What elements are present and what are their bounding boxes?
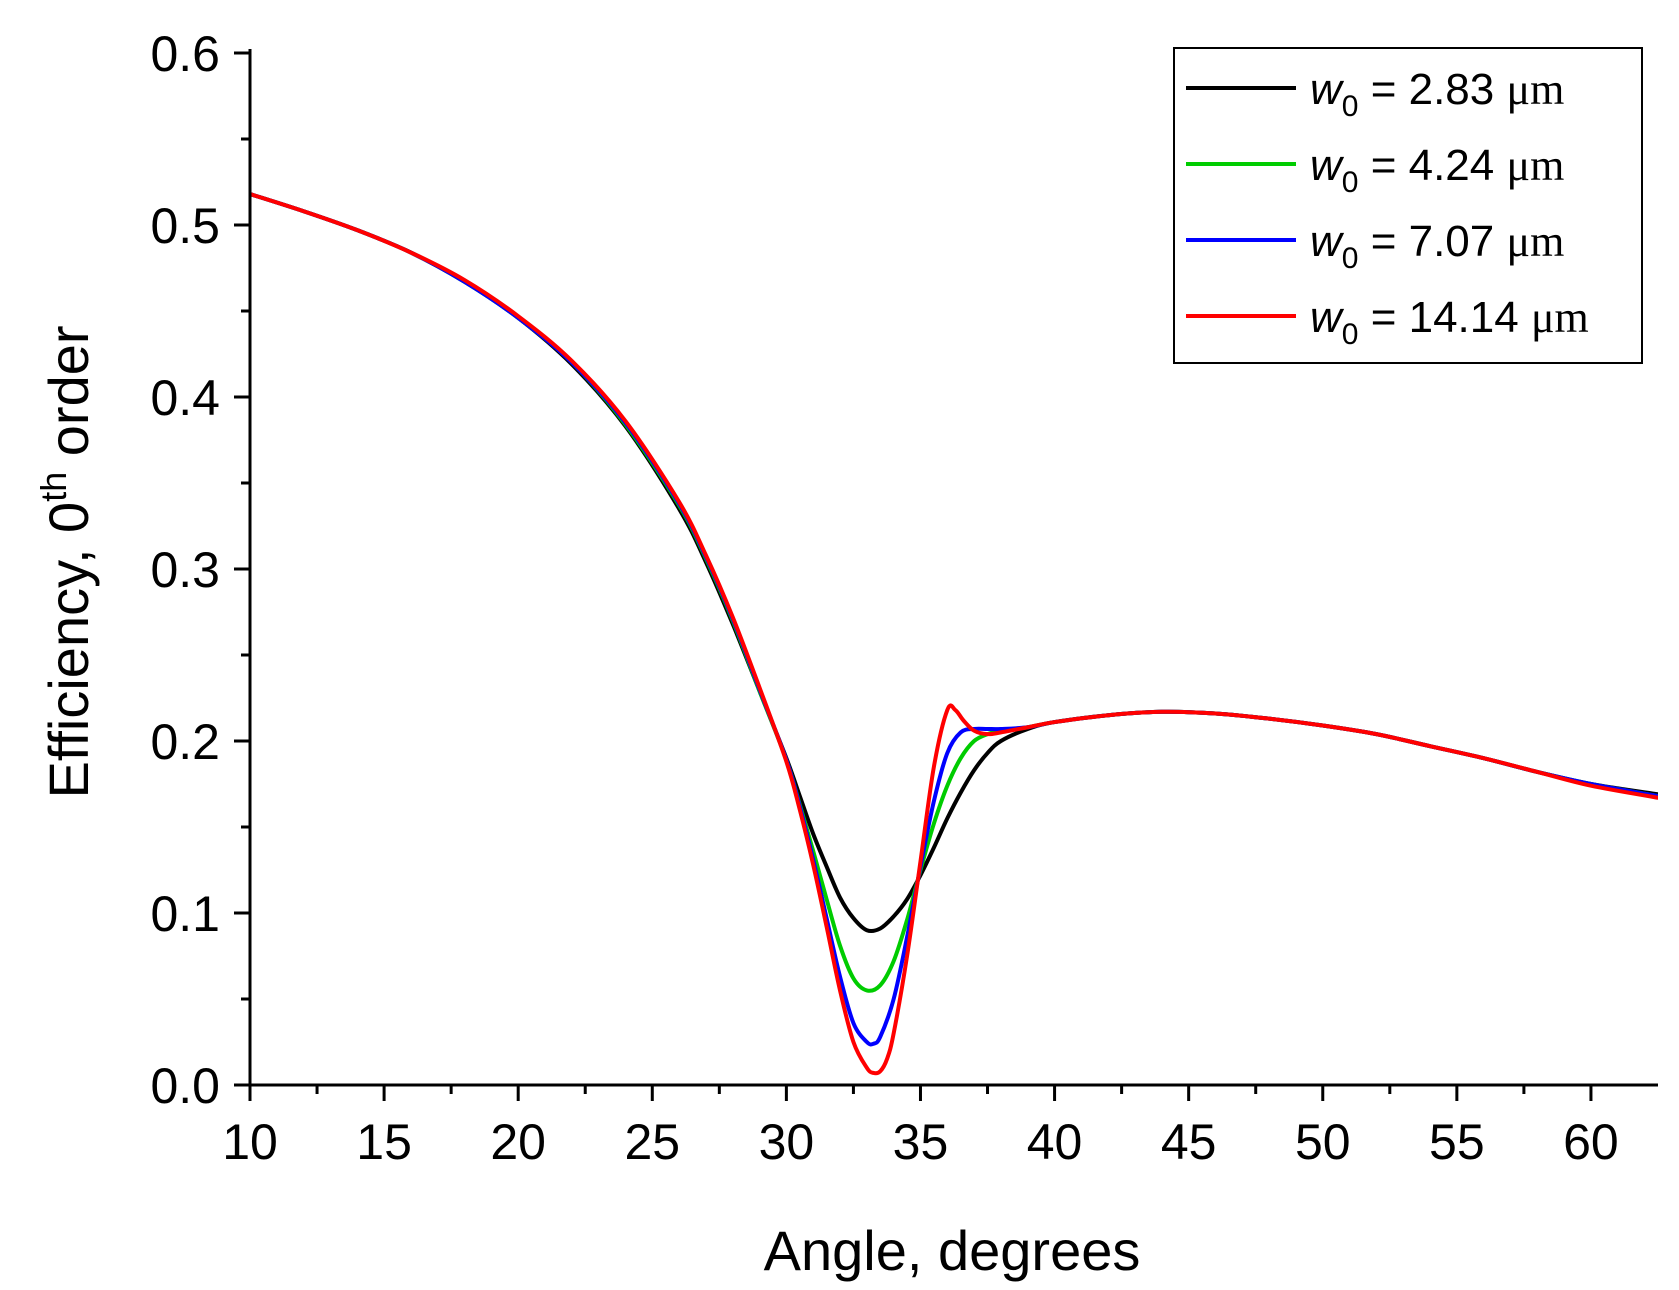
legend-entry: w0 = 14.14 μm bbox=[1186, 293, 1589, 351]
legend-subscript: 0 bbox=[1342, 90, 1359, 123]
x-tick-label: 10 bbox=[222, 1114, 278, 1170]
legend-label: w0 = 4.24 μm bbox=[1310, 141, 1564, 199]
y-tick-label: 0.5 bbox=[150, 198, 220, 254]
x-tick-label: 20 bbox=[490, 1114, 546, 1170]
series-line-4 bbox=[250, 192, 1658, 1076]
legend-value: = 2.83 bbox=[1358, 65, 1506, 114]
x-tick-label: 55 bbox=[1429, 1114, 1485, 1170]
y-axis-title-superscript: th bbox=[33, 472, 74, 502]
series-layer bbox=[250, 192, 1658, 1076]
x-tick-label: 60 bbox=[1563, 1114, 1619, 1170]
legend-entry: w0 = 4.24 μm bbox=[1186, 141, 1564, 199]
legend-symbol: w bbox=[1310, 65, 1345, 114]
legend-unit: μm bbox=[1506, 217, 1564, 266]
y-tick-label: 0.0 bbox=[150, 1058, 220, 1114]
legend-symbol: w bbox=[1310, 217, 1345, 266]
legend-value: = 14.14 bbox=[1358, 293, 1530, 342]
legend-symbol: w bbox=[1310, 141, 1345, 190]
x-tick-label: 35 bbox=[893, 1114, 949, 1170]
ticks bbox=[234, 51, 1593, 1101]
legend-label: w0 = 7.07 μm bbox=[1310, 217, 1564, 275]
legend-subscript: 0 bbox=[1342, 166, 1359, 199]
x-tick-label: 25 bbox=[624, 1114, 680, 1170]
y-axis-title: Efficiency, 0th order bbox=[33, 325, 100, 798]
tick-labels: 10 15 20 25 30 35 40 45 50 55 60 0.0 0.1 0.2 0.3 0.4 0.5… bbox=[150, 26, 1618, 1170]
x-tick-label: 40 bbox=[1027, 1114, 1083, 1170]
legend-symbol: w bbox=[1310, 293, 1345, 342]
x-tick-label: 45 bbox=[1161, 1114, 1217, 1170]
legend-unit: μm bbox=[1506, 65, 1564, 114]
y-tick-label: 0.4 bbox=[150, 370, 220, 426]
y-tick-label: 0.2 bbox=[150, 714, 220, 770]
legend-subscript: 0 bbox=[1342, 242, 1359, 275]
x-axis-title: Angle, degrees bbox=[764, 1219, 1141, 1282]
x-tick-label: 30 bbox=[759, 1114, 815, 1170]
legend-unit: μm bbox=[1506, 141, 1564, 190]
x-tick-label: 15 bbox=[356, 1114, 412, 1170]
legend-label: w0 = 2.83 μm bbox=[1310, 65, 1564, 123]
legend-value: = 4.24 bbox=[1358, 141, 1506, 190]
y-axis-title-suffix: order bbox=[37, 325, 100, 471]
x-tick-label: 50 bbox=[1295, 1114, 1351, 1170]
y-tick-label: 0.1 bbox=[150, 886, 220, 942]
legend-unit: μm bbox=[1531, 293, 1589, 342]
legend-subscript: 0 bbox=[1342, 318, 1359, 351]
legend-entry: w0 = 2.83 μm bbox=[1186, 65, 1564, 123]
y-axis-title-prefix: Efficiency, 0 bbox=[37, 502, 100, 799]
y-tick-label: 0.6 bbox=[150, 26, 220, 82]
legend-box bbox=[1173, 47, 1643, 364]
legend-value: = 7.07 bbox=[1358, 217, 1506, 266]
legend-entry: w0 = 7.07 μm bbox=[1186, 217, 1564, 275]
legend-label: w0 = 14.14 μm bbox=[1310, 293, 1589, 351]
y-tick-label: 0.3 bbox=[150, 542, 220, 598]
